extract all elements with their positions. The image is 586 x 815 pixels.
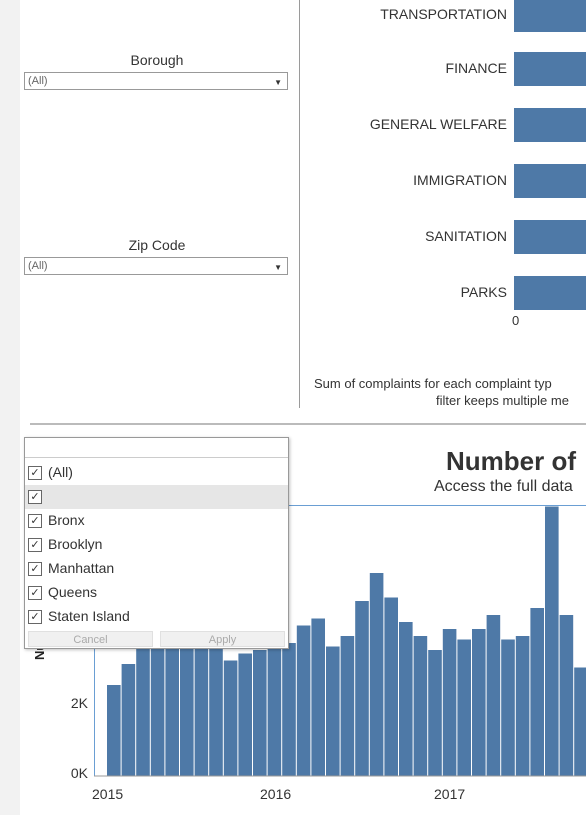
borough-filter-title: Borough [130,52,184,68]
bar-axis-zero-label: 0 [512,313,520,328]
checkbox-icon[interactable]: ✓ [28,562,42,576]
cancel-button[interactable]: Cancel [28,631,153,647]
column-bar[interactable] [267,643,282,776]
vertical-divider [299,0,300,408]
x-tick-label: 2017 [434,786,465,802]
column-bar[interactable] [472,629,486,776]
zip-code-dropdown-value: (All) [28,260,48,272]
x-tick-label: 2015 [92,786,123,802]
bar-row: SANITATION [300,220,586,254]
listbox-item[interactable]: ✓ Queens [25,581,288,605]
column-bar[interactable] [384,597,398,777]
listbox-item-label: (All) [48,464,73,480]
bar-mark[interactable] [514,220,586,254]
listbox-item[interactable]: ✓ [25,485,288,509]
left-margin-strip [0,0,20,815]
column-bar[interactable] [253,650,267,776]
column-bar[interactable] [399,622,413,776]
listbox-item-label: Queens [48,584,98,600]
column-bar[interactable] [545,506,559,777]
bar-row: FINANCE [300,52,586,86]
bar-chart-caption-line1: Sum of complaints for each complaint typ [314,376,552,391]
bar-category-label: TRANSPORTATION [380,6,507,22]
column-bar[interactable] [223,660,238,777]
column-bar[interactable] [136,632,150,777]
bar-mark[interactable] [514,52,586,86]
checkbox-icon[interactable]: ✓ [28,466,42,480]
dropdown-arrow-icon: ▼ [274,263,282,272]
column-bar[interactable] [355,601,369,776]
bar-mark[interactable] [514,108,586,142]
bar-mark[interactable] [514,164,586,198]
listbox-item[interactable]: ✓ (All) [25,461,288,485]
bar-category-label: IMMIGRATION [413,172,507,188]
borough-dropdown[interactable]: (All) ▼ [24,72,288,90]
column-bar[interactable] [194,629,209,776]
bar-mark[interactable] [514,276,586,310]
y-tick-label: 0K [71,765,89,781]
listbox-item-label: Brooklyn [48,536,103,552]
column-bar[interactable] [296,625,311,777]
column-bar[interactable] [282,643,296,776]
column-bar[interactable] [121,664,136,776]
listbox-item[interactable]: ✓ Bronx [25,509,288,533]
column-bar[interactable] [238,653,252,777]
column-bar[interactable] [501,639,515,777]
checkbox-icon[interactable]: ✓ [28,586,42,600]
column-bar[interactable] [311,618,325,777]
dropdown-arrow-icon: ▼ [274,78,282,87]
bar-category-label: GENERAL WELFARE [369,116,507,132]
column-bar[interactable] [559,615,574,776]
column-bar[interactable] [180,646,194,777]
borough-listbox-popup: ✓ (All) ✓ ✓ Bronx ✓ Brooklyn ✓ Manhattan ✓ Queens ✓… [24,437,289,649]
column-bar[interactable] [457,639,471,777]
column-bar[interactable] [515,636,530,776]
column-bar[interactable] [107,685,121,776]
listbox-item[interactable]: ✓ Manhattan [25,557,288,581]
checkbox-icon[interactable]: ✓ [28,490,42,504]
listbox-item-label: Staten Island [48,608,130,624]
x-tick-label: 2016 [260,786,291,802]
listbox-item[interactable]: ✓ Brooklyn [25,533,288,557]
chart-title: Number of [446,446,576,476]
borough-dropdown-value: (All) [28,75,48,87]
checkbox-icon[interactable]: ✓ [28,610,42,624]
apply-button[interactable]: Apply [160,631,285,647]
listbox-item-label: Manhattan [48,560,115,576]
chart-subtitle: Access the full data [434,478,573,495]
listbox-item[interactable]: ✓ Staten Island [25,605,288,629]
bar-chart-caption-line2: filter keeps multiple me [436,393,569,408]
column-bar[interactable] [442,629,457,776]
bar-row: IMMIGRATION [300,164,586,198]
bar-mark[interactable] [514,0,586,32]
bar-row: GENERAL WELFARE [300,108,586,142]
column-bar[interactable] [209,636,223,776]
bar-category-label: PARKS [460,284,507,300]
checkbox-icon[interactable]: ✓ [28,538,42,552]
column-bar[interactable] [165,646,179,777]
checkbox-icon[interactable]: ✓ [28,514,42,528]
listbox-item-label: Bronx [48,512,85,528]
column-bar[interactable] [530,608,544,776]
column-bar[interactable] [428,650,442,776]
bar-category-label: SANITATION [425,228,507,244]
listbox-search-field[interactable] [25,438,288,458]
column-bar[interactable] [486,615,501,776]
bar-row: TRANSPORTATION [300,0,586,32]
column-bar[interactable] [150,625,165,777]
bar-row: PARKS [300,276,586,310]
zip-code-filter-title: Zip Code [128,237,186,253]
column-bar[interactable] [369,573,384,776]
column-bar[interactable] [326,646,340,777]
y-tick-label: 2K [71,695,89,711]
horizontal-divider [30,423,586,425]
bar-category-label: FINANCE [445,60,507,76]
column-bar[interactable] [574,667,586,777]
column-bar[interactable] [413,636,428,776]
zip-code-dropdown[interactable]: (All) ▼ [24,257,288,275]
column-bar[interactable] [340,636,355,776]
